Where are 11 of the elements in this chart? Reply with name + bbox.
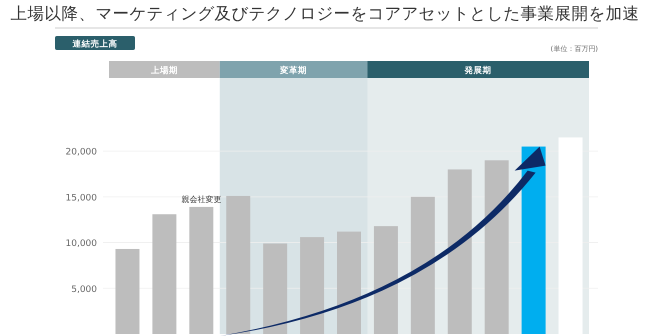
chart-subtitle: 連結売上高 <box>72 38 118 50</box>
subtitle: 連結売上高 <box>55 36 135 50</box>
annotation: 上場期 <box>150 66 178 76</box>
ytick: 15,000 <box>66 193 97 204</box>
ytick: 5,000 <box>71 284 97 295</box>
annotation: 変革期 <box>280 66 308 76</box>
title: 上場以降、マーケティング及びテクノロジーをコアアセットとした事業展開を加速 <box>10 4 640 23</box>
ytick: 10,000 <box>66 239 97 250</box>
ytick: 20,000 <box>66 148 97 158</box>
annotation: 発展期 <box>464 66 492 76</box>
annotation: 親会社変更 <box>181 194 222 204</box>
